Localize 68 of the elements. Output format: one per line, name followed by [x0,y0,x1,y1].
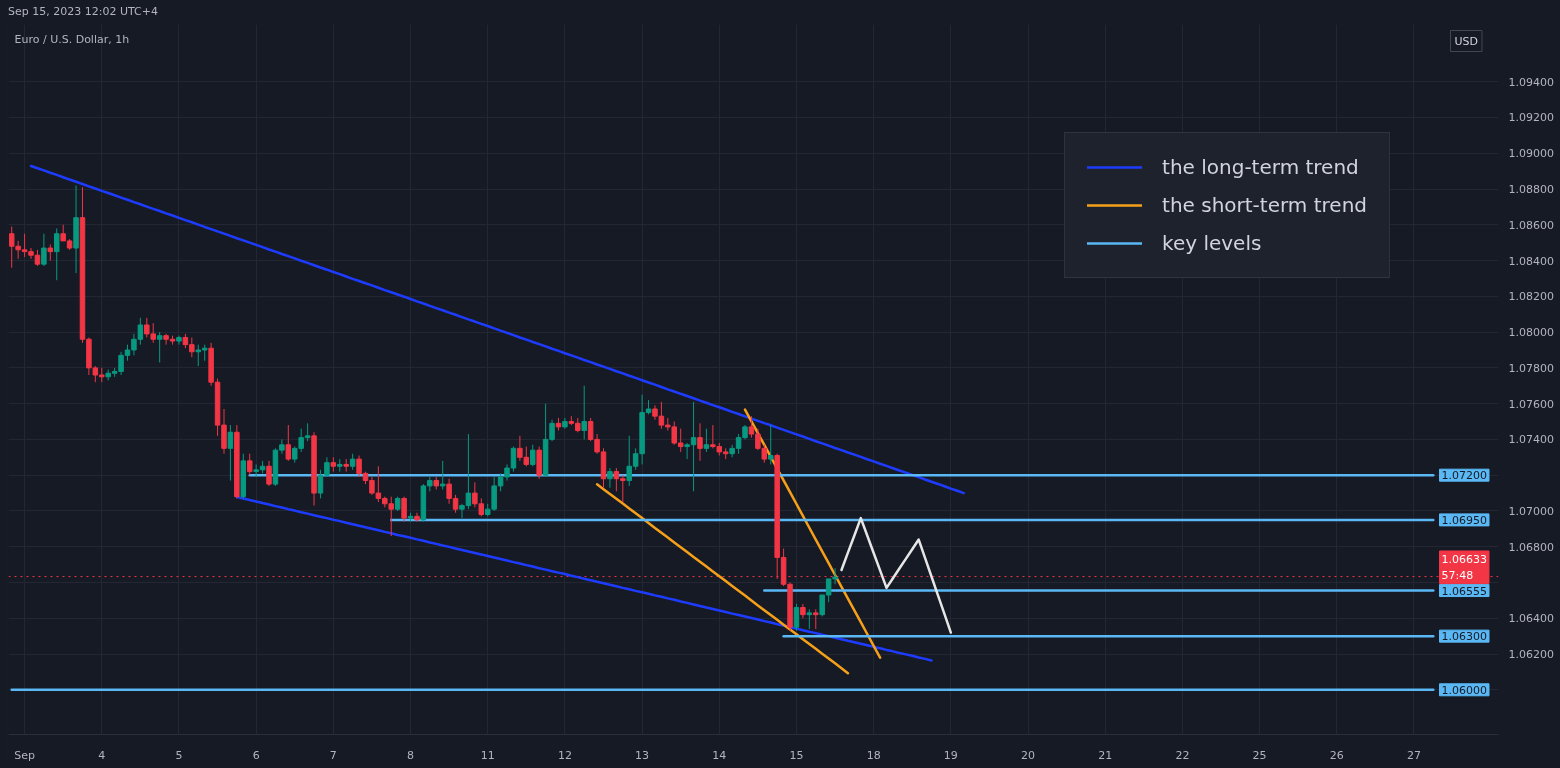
candlestick [529,444,536,467]
x-tick-label: 7 [329,748,337,762]
x-tick-label: 11 [480,748,495,762]
text: Euro / U.S. Dollar, 1h [14,32,130,46]
candlestick [156,331,163,364]
x-tick-label: 15 [789,748,804,762]
candlestick [581,385,587,440]
y-tick-label: 1.07600 [1508,397,1554,411]
candlestick [813,608,819,630]
candlestick [793,603,800,632]
candlestick [401,496,407,523]
candlestick [227,424,234,482]
y-tick-label: 1.08000 [1508,326,1554,340]
y-tick-label: 1.09400 [1508,75,1554,89]
x-tick-label: 5 [175,748,183,762]
candlestick [41,233,47,267]
candlestick [285,424,292,462]
legend-label: the long-term trend [1162,155,1359,179]
candlestick [53,227,60,281]
y-tick-label: 1.07800 [1508,361,1554,375]
x-tick-label: 13 [635,748,650,762]
candlestick [439,460,446,490]
x-tick-label: 14 [712,748,727,762]
candlestick [607,467,613,489]
y-axis-title: USD [1454,34,1479,48]
legend-label: key levels [1162,231,1262,255]
x-tick-label: 4 [98,748,106,762]
line-series [840,516,953,634]
line-series [29,164,965,495]
line-series [235,495,933,662]
candlestick [703,428,710,453]
y-tick-label: 1.07400 [1508,433,1554,447]
x-tick-label: 6 [252,748,260,762]
y-tick-label: 1.06200 [1508,648,1554,662]
x-tick-label: 19 [943,748,958,762]
x-tick-label: 22 [1175,748,1190,762]
candlestick [697,422,703,462]
y-tick-label: 1.07000 [1508,504,1554,518]
candlestick [767,424,774,465]
y-tick-label: 1.08800 [1508,183,1554,197]
y-tick-label: 1.09200 [1508,111,1554,125]
data-label: 1.06555 [1441,584,1487,598]
x-tick-label: 27 [1406,748,1421,762]
y-tick-label: 1.08400 [1508,254,1554,268]
x-tick-label: 26 [1329,748,1344,762]
line-series [595,483,850,675]
text: Sep 15, 2023 12:02 UTC+4 [8,4,158,20]
y-tick-label: 1.06400 [1508,612,1554,626]
x-tick-label: 20 [1021,748,1036,762]
y-tick-label: 1.09000 [1508,147,1554,161]
x-tick-label: 12 [557,748,572,762]
data-label: 1.07200 [1441,469,1487,483]
y-tick-label: 1.08200 [1508,290,1554,304]
x-tick-label: 21 [1098,748,1113,762]
legend-label: the short-term trend [1162,193,1367,217]
y-tick-label: 1.08600 [1508,218,1554,232]
x-tick-label: 25 [1252,748,1267,762]
x-tick-label: 18 [866,748,881,762]
data-label: 1.06300 [1441,630,1487,644]
data-label: 1.06950 [1441,513,1487,527]
y-tick-label: 1.06800 [1508,540,1554,554]
data-label: 1.06000 [1441,683,1487,697]
candlestick [806,608,813,630]
x-tick-label: 8 [407,748,415,762]
ref-line-label: 1.06633 57:48 [1441,552,1487,582]
candlestick [266,460,272,487]
x-tick-label: Sep [14,748,35,762]
candlestick [246,453,253,476]
